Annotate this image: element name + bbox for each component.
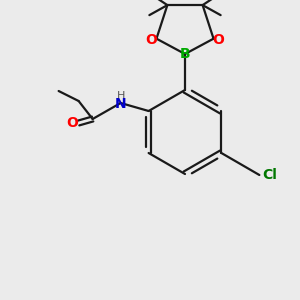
Text: O: O <box>213 33 224 47</box>
Text: B: B <box>180 47 190 61</box>
Text: O: O <box>67 116 79 130</box>
Text: O: O <box>146 33 158 47</box>
Text: Cl: Cl <box>262 168 277 182</box>
Text: N: N <box>115 97 126 111</box>
Text: H: H <box>116 91 125 101</box>
